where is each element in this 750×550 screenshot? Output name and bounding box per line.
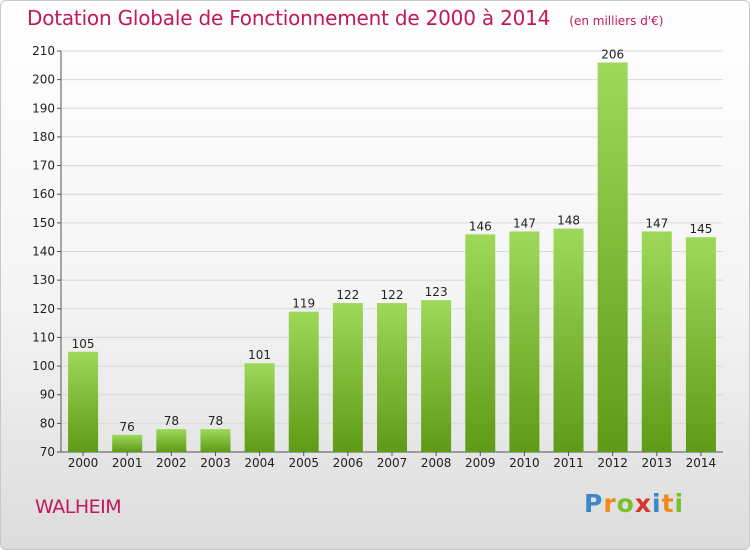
y-tick-label: 190 (32, 101, 55, 115)
bar (421, 300, 452, 452)
data-label: 105 (72, 337, 95, 351)
logo-letter: i (674, 489, 685, 518)
data-label: 146 (469, 219, 492, 233)
logo-letter: P (584, 489, 604, 518)
x-tick-label: 2008 (421, 456, 452, 470)
y-tick-label: 130 (32, 273, 55, 287)
data-label: 119 (292, 297, 315, 311)
y-tick-label: 140 (32, 245, 55, 259)
y-tick-label: 120 (32, 302, 55, 316)
x-tick-label: 2001 (112, 456, 143, 470)
logo-letter: t (661, 489, 675, 518)
y-tick-label: 80 (40, 416, 55, 430)
y-tick-label: 90 (40, 388, 55, 402)
bar (200, 429, 231, 452)
chart-title-block: Dotation Globale de Fonctionnement de 20… (27, 6, 663, 30)
data-label: 122 (336, 288, 359, 302)
chart-title: Dotation Globale de Fonctionnement de 20… (27, 6, 551, 30)
y-tick-label: 150 (32, 216, 55, 230)
x-tick-label: 2002 (156, 456, 187, 470)
x-tick-label: 2013 (642, 456, 673, 470)
data-label: 148 (557, 214, 580, 228)
y-tick-label: 110 (32, 330, 55, 344)
bar (597, 62, 628, 452)
bar (156, 429, 187, 452)
data-label: 76 (120, 420, 135, 434)
bar (553, 228, 584, 452)
logo-letter: i (652, 489, 662, 518)
data-label: 122 (381, 288, 404, 302)
city-name: WALHEIM (35, 496, 122, 518)
x-tick-label: 2011 (553, 456, 584, 470)
x-tick-label: 2009 (465, 456, 496, 470)
bar (377, 303, 407, 452)
y-tick-label: 160 (32, 187, 55, 201)
y-tick-label: 210 (32, 44, 55, 58)
x-tick-label: 2012 (597, 456, 628, 470)
bar (244, 363, 275, 452)
logo-letter: r (603, 489, 617, 518)
data-label: 147 (645, 216, 668, 230)
bar (641, 231, 672, 452)
x-tick-label: 2000 (68, 456, 99, 470)
bar (509, 231, 540, 452)
bar (465, 234, 496, 452)
data-label: 78 (164, 414, 179, 428)
data-label: 145 (689, 222, 712, 236)
bars (68, 62, 716, 452)
x-tick-label: 2014 (686, 456, 717, 470)
x-tick-label: 2007 (377, 456, 408, 470)
y-tick-label: 100 (32, 359, 55, 373)
x-tick-label: 2005 (288, 456, 319, 470)
data-label: 147 (513, 216, 536, 230)
bar (68, 351, 99, 452)
data-label: 206 (601, 47, 624, 61)
y-tick-label: 70 (40, 445, 55, 459)
x-tick-label: 2004 (244, 456, 275, 470)
x-tick-label: 2003 (200, 456, 231, 470)
x-tick-label: 2010 (509, 456, 540, 470)
bar (288, 311, 319, 452)
y-tick-label: 170 (32, 159, 55, 173)
bar (685, 237, 716, 452)
y-tick-label: 180 (32, 130, 55, 144)
data-label: 101 (248, 348, 271, 362)
data-label: 123 (425, 285, 448, 299)
chart-unit: (en milliers d'€) (569, 14, 664, 28)
x-tick-label: 2006 (333, 456, 364, 470)
y-tick-label: 200 (32, 73, 55, 87)
bar (332, 303, 363, 452)
logo-letter: x (634, 489, 652, 518)
proxiti-logo: Proxiti (584, 489, 684, 518)
data-label: 78 (208, 414, 223, 428)
logo-letter: o (616, 489, 635, 518)
labels: 7080901001101201301401501601701801902002… (32, 44, 716, 470)
bar (112, 434, 143, 452)
